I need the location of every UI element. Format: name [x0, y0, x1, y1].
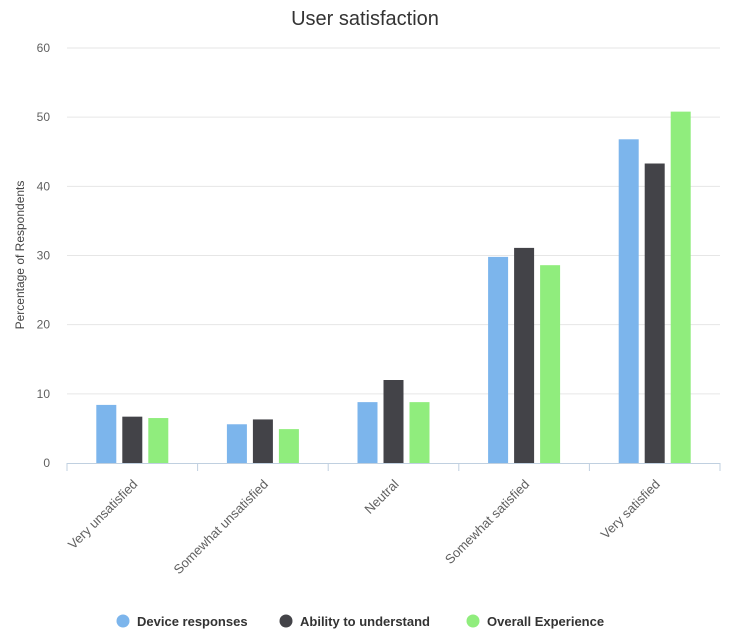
bar-device-responses[interactable] — [357, 402, 378, 463]
bar-device-responses[interactable] — [96, 404, 117, 463]
y-axis-ticks: 0 10 20 30 40 50 60 — [37, 41, 51, 470]
bars — [96, 111, 691, 464]
y-tick-label: 20 — [37, 318, 51, 332]
bar-ability-to-understand[interactable] — [122, 416, 143, 463]
legend-marker[interactable] — [279, 614, 293, 628]
y-tick-label: 50 — [37, 110, 51, 124]
y-tick-label: 40 — [37, 179, 51, 193]
bar-ability-to-understand[interactable] — [514, 247, 535, 463]
bar-ability-to-understand[interactable] — [252, 419, 273, 463]
bar-device-responses[interactable] — [618, 139, 639, 464]
x-axis: Very unsatisfied Somewhat unsatisfied Neut… — [65, 463, 721, 578]
chart-title: User satisfaction — [291, 8, 439, 30]
y-tick-label: 60 — [37, 41, 51, 55]
legend-label[interactable]: Ability to understand — [300, 614, 430, 629]
bar-ability-to-understand[interactable] — [644, 163, 665, 463]
x-tick-label: Somewhat satisfied — [442, 477, 532, 567]
bar-overall-experience[interactable] — [670, 111, 691, 463]
y-tick-label: 10 — [37, 387, 51, 401]
bar-overall-experience[interactable] — [409, 402, 430, 463]
x-tick-label: Somewhat unsatisfied — [170, 477, 271, 578]
bar-overall-experience[interactable] — [540, 265, 561, 463]
x-tick-label: Very unsatisfied — [65, 477, 141, 553]
bar-overall-experience[interactable] — [278, 429, 299, 463]
bar-overall-experience[interactable] — [148, 418, 169, 463]
gridlines — [67, 47, 720, 395]
legend-label[interactable]: Overall Experience — [487, 614, 604, 629]
legend-marker[interactable] — [466, 614, 480, 628]
legend: Device responses Ability to understand Ove… — [116, 614, 604, 629]
x-tick-label: Very satisfied — [598, 477, 663, 542]
bar-device-responses[interactable] — [488, 256, 509, 463]
bar-ability-to-understand[interactable] — [383, 380, 404, 463]
x-tick-label: Neutral — [361, 476, 401, 516]
legend-marker[interactable] — [116, 614, 130, 628]
y-axis-label: Percentage of Respondents — [13, 181, 27, 330]
legend-label[interactable]: Device responses — [137, 614, 248, 629]
y-tick-label: 30 — [37, 249, 51, 263]
bar-device-responses[interactable] — [226, 424, 247, 463]
y-tick-label: 0 — [43, 456, 50, 470]
